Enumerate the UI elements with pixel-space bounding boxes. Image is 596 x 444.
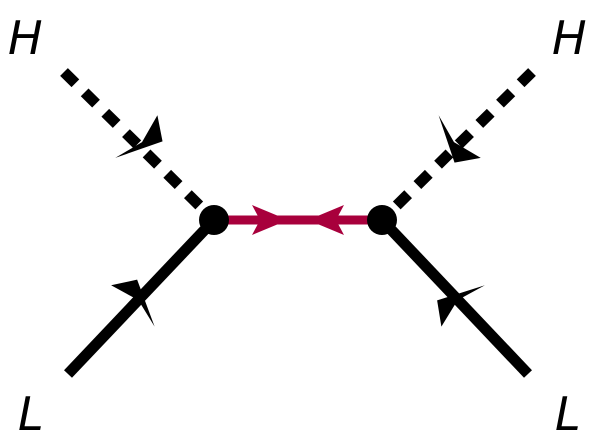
arrow-lepton-left-icon [111,279,155,327]
arrow-higgs-right-icon [438,115,481,163]
label-bottom-left-lepton: L [18,387,44,441]
vertex-left-icon [199,205,229,235]
label-top-right-higgs: H [552,11,587,65]
higgs-line-left [60,68,218,224]
arrow-lepton-right-icon [437,285,485,327]
vertex-right-icon [367,205,397,235]
arrow-higgs-left-icon [115,115,163,158]
higgs-line-right [378,68,536,224]
label-top-left-higgs: H [8,11,43,65]
label-bottom-right-lepton: L [555,387,581,441]
arrow-propagator-right-icon [308,205,344,235]
arrow-propagator-left-icon [252,205,288,235]
